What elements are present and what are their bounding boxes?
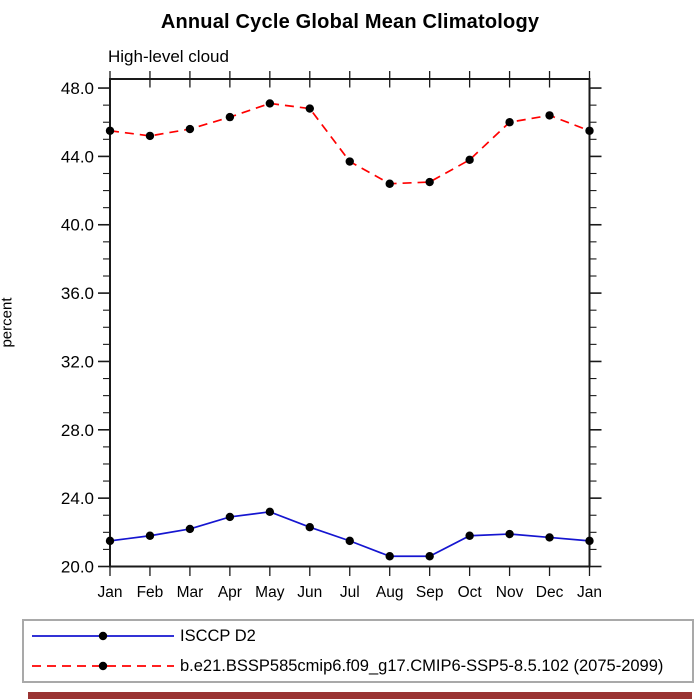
- data-point: [425, 552, 434, 561]
- y-tick-label: 40.0: [61, 216, 94, 235]
- y-tick-label: 32.0: [61, 352, 94, 371]
- legend-box: ISCCP D2 b.e21.BSSP585cmip6.f09_g17.CMIP…: [22, 619, 694, 683]
- data-point: [585, 126, 594, 135]
- legend-item-model: b.e21.BSSP585cmip6.f09_g17.CMIP6-SSP5-8.…: [24, 651, 692, 681]
- data-point: [145, 531, 155, 540]
- x-tick-label: Nov: [496, 584, 524, 601]
- plot-frame: [109, 78, 591, 568]
- y-tick-label: 20.0: [61, 557, 94, 576]
- data-point: [105, 126, 115, 135]
- data-point: [145, 131, 155, 141]
- data-point: [425, 177, 434, 187]
- data-point: [585, 536, 594, 546]
- y-tick-label: 28.0: [61, 421, 94, 440]
- y-tick-label: 44.0: [61, 147, 94, 166]
- data-point: [185, 124, 195, 134]
- data-point: [505, 529, 514, 539]
- x-tick-label: Feb: [137, 584, 164, 601]
- legend-label-isccp: ISCCP D2: [180, 626, 256, 645]
- legend-line-sample-dashed: [32, 661, 174, 671]
- chart-subtitle: High-level cloud: [108, 47, 229, 66]
- y-tick-label: 36.0: [61, 284, 94, 303]
- x-tick-label: May: [255, 584, 285, 601]
- data-point: [465, 155, 474, 165]
- legend-label-model: b.e21.BSSP585cmip6.f09_g17.CMIP6-SSP5-8.…: [180, 656, 664, 675]
- x-tick-label: Jan: [98, 584, 123, 601]
- data-point: [305, 104, 314, 113]
- data-point: [345, 157, 354, 166]
- x-tick-label: Mar: [177, 584, 204, 601]
- data-point: [265, 99, 275, 108]
- data-point: [505, 118, 514, 127]
- data-point: [265, 507, 275, 517]
- series-model: [105, 99, 594, 188]
- data-point: [345, 536, 354, 546]
- y-axis-ticks: 20.0 24.0 28.0 32.0 36.0 40.0 44.0 48.0: [61, 79, 602, 576]
- chart-title: Annual Cycle Global Mean Climatology: [160, 11, 540, 33]
- legend-item-isccp: ISCCP D2: [24, 621, 692, 651]
- data-point: [545, 533, 554, 542]
- y-axis-title: percent: [0, 297, 16, 348]
- plot-area: 20.0 24.0 28.0 32.0 36.0 40.0 44.0 48.0 Jan Feb Ma…: [61, 71, 602, 601]
- data-point: [105, 536, 115, 546]
- data-point: [465, 531, 474, 540]
- y-tick-label: 48.0: [61, 79, 94, 98]
- x-tick-label: Dec: [536, 584, 564, 601]
- legend-line-sample-solid: [32, 631, 174, 641]
- x-tick-label: Jun: [297, 584, 322, 601]
- data-point: [385, 552, 394, 561]
- x-tick-label: Jul: [340, 584, 360, 601]
- data-point: [385, 179, 394, 188]
- x-tick-label: Sep: [416, 584, 444, 601]
- x-tick-label: Oct: [458, 584, 483, 601]
- x-tick-label: Jan: [577, 584, 602, 601]
- bottom-red-bar: [28, 692, 692, 699]
- data-point: [225, 112, 235, 122]
- series-isccp-d2: [105, 507, 594, 561]
- x-axis-ticks: Jan Feb Mar Apr May Jun Jul Aug Sep Oct Nov Dec Jan: [98, 71, 602, 601]
- x-tick-label: Apr: [218, 584, 242, 601]
- data-point: [545, 111, 554, 120]
- y-tick-label: 24.0: [61, 489, 94, 508]
- data-point: [185, 524, 195, 534]
- data-point: [225, 512, 235, 522]
- data-point: [305, 522, 314, 532]
- x-tick-label: Aug: [376, 584, 404, 601]
